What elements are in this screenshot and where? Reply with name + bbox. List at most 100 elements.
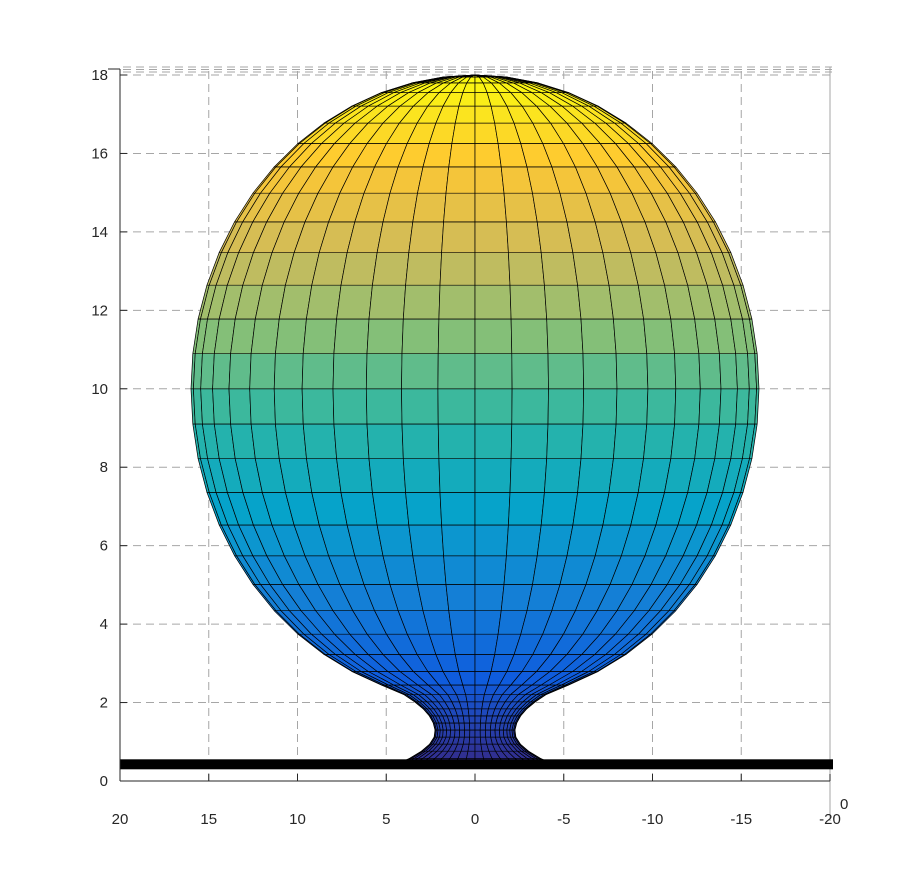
- surface-face: [401, 423, 440, 460]
- z-tick-label: 4: [100, 616, 108, 633]
- surface: [120, 74, 833, 770]
- surface-face: [643, 423, 675, 460]
- surface-face: [474, 584, 505, 612]
- surface-face: [474, 715, 482, 724]
- surface-face: [417, 584, 450, 612]
- z-tick-label: 18: [91, 67, 108, 84]
- surface-face: [582, 353, 618, 390]
- surface-face: [332, 353, 368, 390]
- surface-face: [547, 353, 585, 390]
- surface-face: [474, 192, 507, 223]
- surface-face: [474, 353, 513, 390]
- surface-face: [332, 388, 368, 425]
- surface-face: [438, 458, 476, 493]
- surface-face: [454, 729, 461, 738]
- surface-face: [466, 750, 476, 759]
- surface-face: [580, 423, 617, 460]
- surface-face: [474, 221, 509, 254]
- z-tick-label: 14: [91, 224, 108, 241]
- surface-face: [273, 353, 304, 390]
- surface-face: [474, 524, 509, 557]
- surface-face: [608, 458, 644, 493]
- surface-face: [474, 722, 481, 731]
- surface-face: [333, 423, 370, 460]
- surface-face: [302, 318, 337, 355]
- surface-face: [454, 654, 476, 672]
- surface-face: [368, 458, 406, 493]
- surface-face: [474, 284, 512, 320]
- surface-face: [474, 736, 482, 745]
- surface-face: [719, 353, 738, 390]
- surface-face: [503, 192, 538, 223]
- surface-face: [540, 492, 578, 526]
- surface-face: [582, 388, 618, 425]
- surface-face: [546, 423, 584, 460]
- surface-face: [509, 458, 548, 493]
- surface-face: [336, 458, 373, 493]
- surface-face: [340, 252, 378, 286]
- surface-face: [474, 423, 513, 460]
- surface-face: [461, 708, 470, 717]
- surface-face: [467, 708, 476, 717]
- surface-face: [306, 458, 342, 493]
- base-plane: [120, 759, 833, 770]
- surface-face: [462, 715, 470, 724]
- surface-face: [212, 388, 231, 425]
- surface-face: [372, 252, 410, 286]
- surface-face: [646, 388, 677, 425]
- surface-face: [580, 318, 617, 355]
- surface-face: [503, 555, 538, 585]
- surface-face: [474, 122, 499, 144]
- surface-face: [670, 318, 700, 355]
- surface-face: [479, 729, 486, 738]
- surface-face: [608, 284, 644, 320]
- x-tick-label: 5: [382, 811, 390, 828]
- surface-face: [336, 284, 373, 320]
- surface-face: [468, 736, 476, 745]
- surface-face: [448, 143, 476, 168]
- surface-face: [376, 524, 414, 557]
- surface-face: [485, 729, 492, 738]
- surface-face: [441, 221, 476, 254]
- surface-face: [474, 610, 502, 635]
- surface-face: [544, 458, 582, 493]
- surface-face: [506, 221, 542, 254]
- surface-face: [402, 458, 441, 493]
- surface-face: [510, 423, 549, 460]
- surface-face: [547, 388, 585, 425]
- surface-face: [250, 318, 280, 355]
- surface-face: [402, 284, 441, 320]
- surface-face: [467, 743, 476, 752]
- surface-face: [474, 318, 513, 355]
- surface-face: [401, 318, 440, 355]
- surface-face: [200, 353, 215, 390]
- surface-face: [466, 701, 476, 710]
- surface-face: [510, 318, 549, 355]
- surface-face: [577, 284, 614, 320]
- surface-face: [228, 353, 252, 390]
- surface-face: [463, 722, 471, 731]
- surface-face: [451, 122, 476, 144]
- surface-face: [719, 388, 738, 425]
- surface-face: [412, 555, 447, 585]
- surface-face: [408, 221, 444, 254]
- surface-face: [670, 423, 700, 460]
- surface-face: [443, 555, 476, 585]
- surface-face: [511, 388, 549, 425]
- surface-face: [474, 555, 507, 585]
- surface-face: [249, 353, 276, 390]
- surface-face: [408, 524, 444, 557]
- x-tick-label: 15: [200, 811, 217, 828]
- surface-face: [273, 388, 304, 425]
- surface-face: [437, 388, 476, 425]
- surface-face: [540, 252, 578, 286]
- surface-face: [401, 353, 439, 390]
- surface-face: [469, 722, 476, 731]
- surface-face: [437, 318, 476, 355]
- z-tick-label: 6: [100, 538, 108, 555]
- surface-face: [698, 388, 722, 425]
- surface-face: [372, 492, 410, 526]
- surface-face: [365, 353, 403, 390]
